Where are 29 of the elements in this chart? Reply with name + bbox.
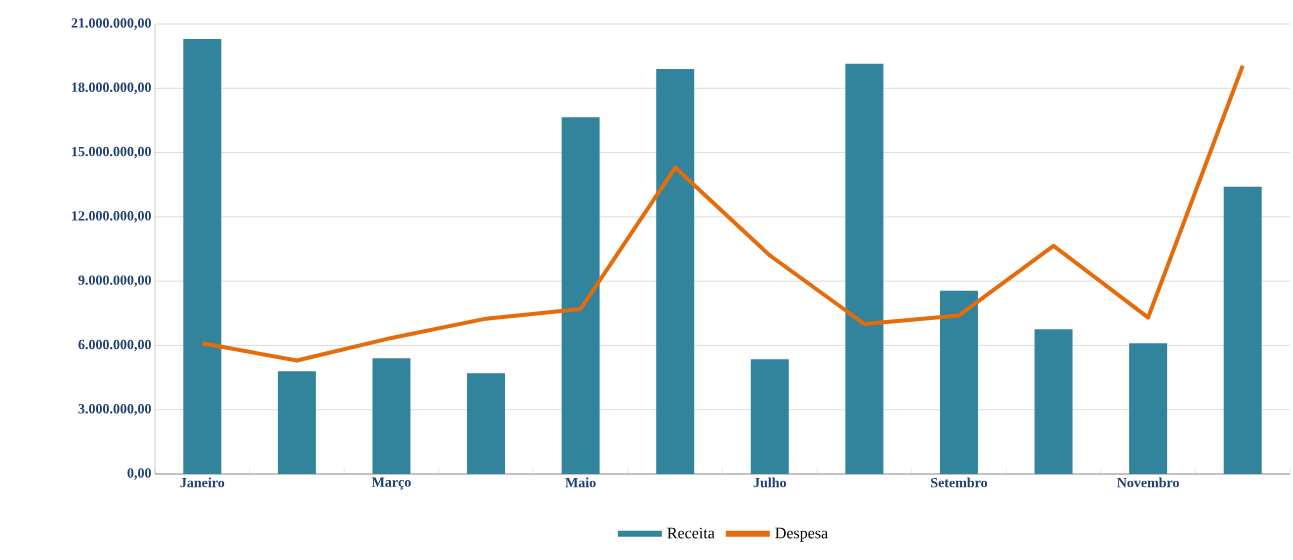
bar (1223, 186, 1262, 474)
legend-label: Despesa (775, 527, 828, 542)
y-tick-label: 21.000.000,00 (71, 18, 151, 30)
bar (656, 69, 695, 474)
x-tick-label: Janeiro (180, 477, 225, 488)
bar (561, 117, 600, 474)
bar (750, 359, 789, 474)
bar (1034, 329, 1073, 474)
bar (183, 39, 222, 474)
y-tick-label: 15.000.000,00 (72, 146, 151, 159)
y-tick-label: 3.000.000,00 (78, 403, 151, 416)
x-tick-label: Março (371, 477, 411, 490)
bar (277, 371, 316, 474)
line-series (200, 63, 1245, 363)
x-tick-label: Julho (753, 477, 786, 488)
x-tick-label: Novembro (1117, 477, 1179, 488)
bar (939, 290, 978, 474)
bar (1129, 343, 1168, 474)
y-tick-label: 18.000.000,00 (72, 82, 151, 95)
bar (845, 63, 884, 474)
legend-label: Receita (667, 527, 715, 539)
y-tick-label: 12.000.000,00 (72, 211, 151, 223)
y-tick-label: 9.000.000,00 (78, 275, 151, 287)
bar (372, 358, 411, 474)
y-tick-label: 6.000.000,00 (78, 339, 151, 352)
x-tick-label: Setembro (931, 477, 988, 488)
x-tick-label: Maio (565, 477, 596, 488)
y-tick-label: 0,00 (127, 468, 151, 480)
bar (467, 373, 506, 474)
